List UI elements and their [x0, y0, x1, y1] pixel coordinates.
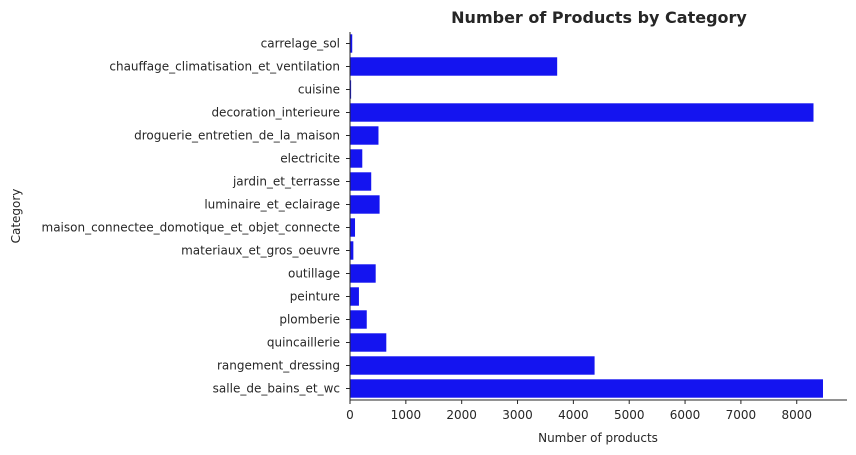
bar-salle_de_bains_et_wc [350, 379, 823, 398]
bar-peinture [350, 287, 359, 306]
x-tick-label: 5000 [614, 408, 645, 422]
bar-electricite [350, 149, 363, 168]
category-label: salle_de_bains_et_wc [213, 382, 340, 396]
x-tick-label: 3000 [502, 408, 533, 422]
bar-materiaux_et_gros_oeuvre [350, 241, 354, 260]
x-tick-label: 0 [346, 408, 354, 422]
x-axis-ticks: 0 1000 2000 3000 4000 5000 6000 7000 8000 [346, 400, 812, 422]
x-tick-label: 1000 [391, 408, 422, 422]
category-label: cuisine [298, 83, 340, 97]
category-label: rangement_dressing [217, 359, 340, 373]
category-label: quincaillerie [267, 336, 340, 350]
bar-quincaillerie [350, 333, 387, 352]
category-labels: carrelage_sol chauffage_climatisation_et_… [42, 37, 350, 396]
y-axis-title: Category [9, 189, 23, 244]
x-tick-label: 7000 [726, 408, 757, 422]
x-tick-label: 4000 [558, 408, 589, 422]
category-label: plomberie [279, 313, 340, 327]
bar-outillage [350, 264, 376, 283]
bar-chauffage_climatisation_et_ventilation [350, 57, 558, 76]
bars-group [350, 34, 823, 398]
chart-title: Number of Products by Category [451, 8, 747, 27]
category-label: maison_connectee_domotique_et_objet_conn… [42, 221, 341, 235]
category-label: carrelage_sol [261, 37, 340, 51]
x-tick-label: 6000 [670, 408, 701, 422]
bar-droguerie_entretien_de_la_maison [350, 126, 379, 145]
x-axis-title: Number of products [538, 431, 658, 445]
bar-maison_connectee_domotique_et_objet_connecte [350, 218, 356, 237]
category-label: luminaire_et_eclairage [204, 198, 340, 212]
bar-plomberie [350, 310, 367, 329]
bar-decoration_interieure [350, 103, 814, 122]
category-label: decoration_interieure [211, 106, 340, 120]
x-tick-label: 8000 [781, 408, 812, 422]
bar-cuisine [350, 80, 352, 99]
bar-jardin_et_terrasse [350, 172, 372, 191]
x-tick-label: 2000 [446, 408, 477, 422]
bar-luminaire_et_eclairage [350, 195, 380, 214]
category-label: outillage [288, 267, 340, 281]
bar-rangement_dressing [350, 356, 595, 375]
category-label: droguerie_entretien_de_la_maison [134, 129, 340, 143]
category-label: chauffage_climatisation_et_ventilation [109, 60, 340, 74]
category-label: materiaux_et_gros_oeuvre [181, 244, 340, 258]
category-label: electricite [280, 152, 340, 166]
bar-carrelage_sol [350, 34, 353, 53]
category-label: jardin_et_terrasse [232, 175, 340, 189]
category-label: peinture [290, 290, 340, 304]
